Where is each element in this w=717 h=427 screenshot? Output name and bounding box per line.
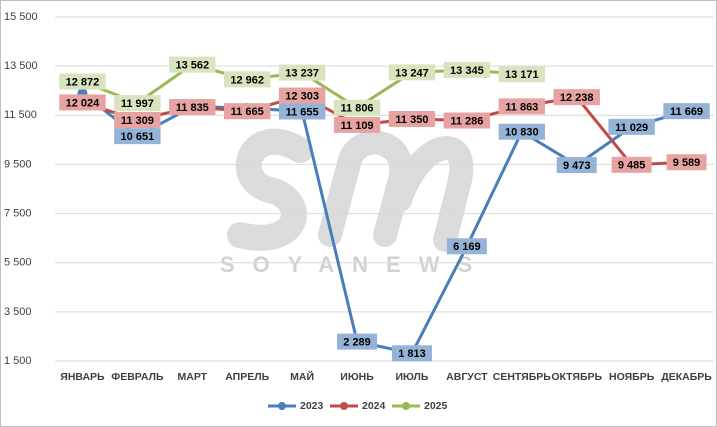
label-bg [278,64,326,81]
label-bg [443,112,491,129]
x-tick-label: АПРЕЛЬ [225,371,269,383]
label-bg [169,56,216,73]
label-bg [333,116,381,133]
label-bg [114,95,161,112]
label-bg [391,345,432,362]
data-label: 12 962 [230,74,264,86]
y-tick-label: 11 500 [4,109,37,121]
x-tick-label: ЯНВАРЬ [60,371,105,383]
data-label: 9 473 [563,160,591,172]
x-tick-label: ДЕКАБРЬ [661,371,712,383]
label-bg [224,71,271,88]
data-label: 11 309 [121,115,154,127]
data-label: 6 169 [453,241,481,253]
label-bg [388,110,436,127]
x-tick-label: СЕНТЯБРЬ [493,371,552,383]
label-bg [608,118,655,135]
watermark-logo [318,130,474,252]
label-bg [388,64,436,81]
label-bg [666,154,707,171]
label-bg [498,66,545,83]
label-bg [59,94,106,111]
data-label: 11 109 [341,120,374,132]
data-label: 11 350 [395,114,428,126]
x-tick-label: ИЮНЬ [340,371,374,383]
legend-label: 2023 [300,400,324,412]
label-bg [224,103,271,120]
data-label: 11 835 [176,102,209,114]
data-label: 11 997 [121,98,154,110]
y-tick-label: 7 500 [4,207,32,219]
data-label: 1 813 [398,348,426,360]
data-label: 13 247 [395,67,429,79]
y-tick-label: 13 500 [4,60,38,72]
data-label: 12 872 [66,76,100,88]
data-label: 11 655 [286,106,319,118]
data-label: 11 665 [231,106,264,118]
data-label: 2 289 [343,337,371,349]
data-label: 12 024 [66,97,101,109]
data-label: 9 485 [618,160,646,172]
label-bg [337,333,378,350]
data-label: 10 830 [505,127,539,139]
y-tick-label: 15 500 [4,11,38,23]
data-label: 13 562 [175,60,209,72]
watermark-logo [227,128,313,251]
x-tick-label: НОЯБРЬ [609,371,655,383]
y-tick-label: 1 500 [4,355,32,367]
data-label: 11 286 [450,115,483,127]
data-label: 12 238 [560,92,594,104]
label-bg [498,98,545,115]
data-label: 11 029 [615,122,648,134]
label-bg [556,157,597,174]
label-bg [278,103,326,120]
data-label: 9 589 [673,157,701,169]
y-tick-label: 5 500 [4,257,32,269]
legend-label: 2025 [424,400,448,412]
x-tick-label: АВГУСТ [446,371,488,383]
x-tick-label: ОКТЯБРЬ [551,371,602,383]
legend-marker [340,402,348,410]
x-tick-label: МАЙ [290,370,314,383]
data-label: 13 171 [505,69,539,81]
label-bg [114,128,161,145]
data-label: 13 237 [285,68,319,80]
y-tick-label: 3 500 [4,306,32,318]
y-tick-label: 9 500 [4,158,32,170]
label-bg [446,238,487,255]
data-label: 10 651 [121,131,155,143]
label-bg [611,156,652,173]
label-bg [553,89,600,106]
label-bg [663,103,710,120]
data-label: 12 303 [285,90,319,102]
watermark-text: SOYANEWS [220,252,490,277]
x-tick-label: ФЕВРАЛЬ [111,371,164,383]
label-bg [333,99,381,116]
data-label: 11 669 [670,106,703,118]
label-bg [278,87,326,104]
x-tick-label: МАРТ [177,371,207,383]
data-label: 11 863 [505,101,538,113]
x-tick-label: ИЮЛЬ [396,371,429,383]
watermark: SOYANEWS [220,128,490,277]
label-bg [169,99,216,116]
label-bg [114,111,161,128]
label-bg [59,73,106,90]
legend-label: 2024 [362,400,386,412]
data-label: 11 806 [341,103,374,115]
legend-marker [402,402,410,410]
legend-marker [278,402,286,410]
label-bg [443,61,491,78]
label-bg [498,123,545,140]
data-label: 13 345 [450,65,484,77]
